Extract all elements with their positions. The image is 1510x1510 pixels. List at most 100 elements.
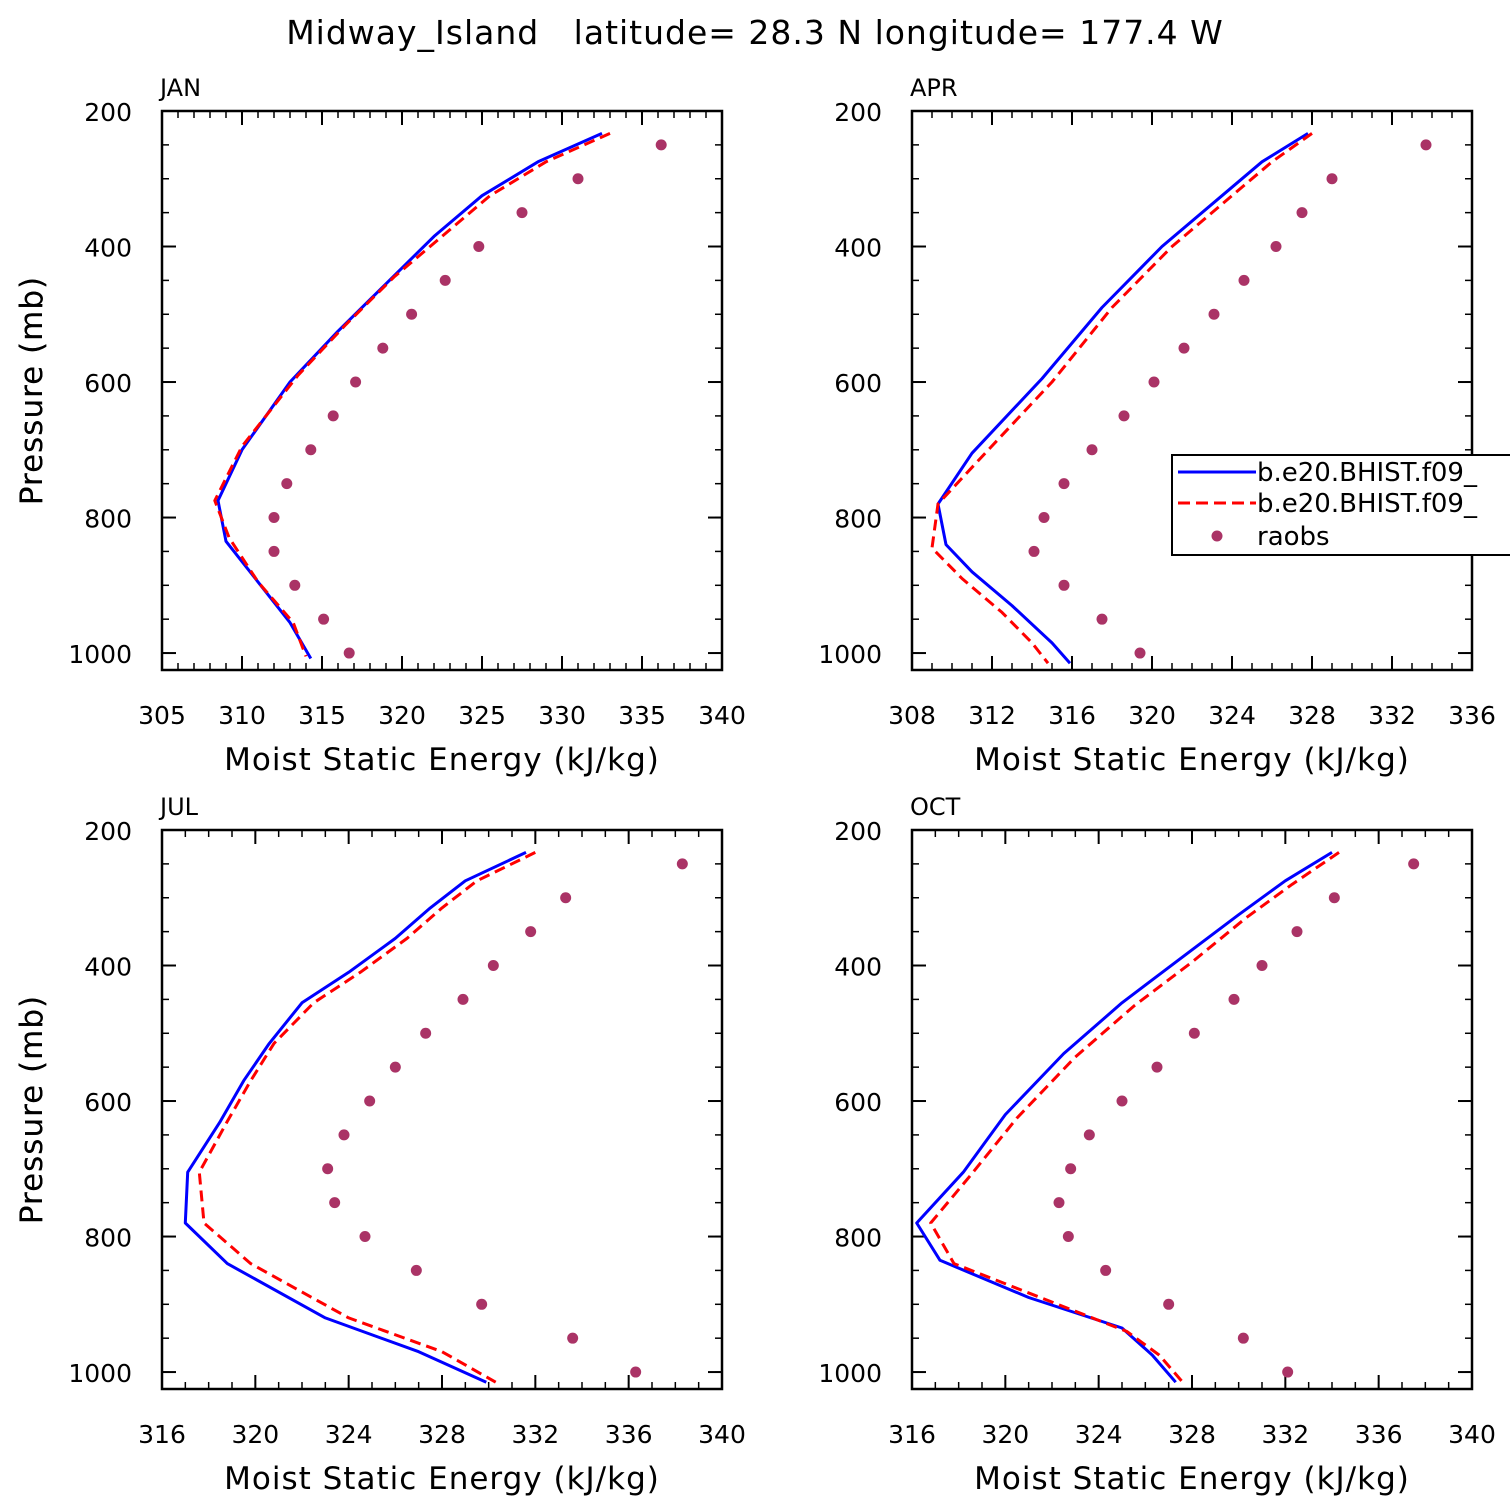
y-tick-label: 200 — [84, 817, 132, 846]
x-tick-label: 310 — [218, 701, 266, 730]
raobs-point — [567, 1332, 579, 1344]
y-axis-title: Pressure (mb) — [14, 276, 50, 505]
raobs-point — [1326, 173, 1338, 185]
raobs-point — [1328, 892, 1340, 904]
y-tick-label: 200 — [84, 98, 132, 127]
raobs-point — [406, 308, 418, 320]
raobs-point — [1083, 1129, 1095, 1141]
x-tick-label: 332 — [1368, 701, 1416, 730]
x-tick-label: 324 — [1075, 1420, 1123, 1449]
y-tick-label: 800 — [84, 1224, 132, 1253]
raobs-point — [1118, 410, 1130, 422]
raobs-point — [343, 647, 355, 659]
plot-frame — [160, 828, 724, 1391]
raobs-point — [1256, 960, 1268, 972]
x-tick-label: 324 — [325, 1420, 373, 1449]
raobs-point — [281, 478, 293, 490]
series-line-dashed — [930, 132, 1313, 665]
raobs-point — [1270, 241, 1282, 253]
raobs-point — [1058, 579, 1070, 591]
x-tick-label: 335 — [618, 701, 666, 730]
y-tick-label: 400 — [834, 234, 882, 263]
y-axis-title: Pressure (mb) — [14, 995, 50, 1224]
x-tick-label: 320 — [231, 1420, 279, 1449]
x-axis-title: Moist Static Energy (kJ/kg) — [224, 742, 660, 778]
y-tick-label: 800 — [84, 505, 132, 534]
figure-title: Midway_Island latitude= 28.3 N longitude… — [286, 13, 1224, 52]
raobs-point — [1238, 274, 1250, 286]
series-line-dashed — [929, 851, 1340, 1384]
raobs-point — [1188, 1027, 1200, 1039]
panel-jan: 305 310 315 320 325 330 335 340 200 400 600 800 1000… — [14, 74, 746, 778]
raobs-point — [1028, 545, 1040, 557]
raobs-point — [457, 993, 469, 1005]
y-tick-label: 1000 — [818, 640, 882, 669]
raobs-point — [1408, 858, 1420, 870]
raobs-point — [1237, 1332, 1249, 1344]
x-tick-label: 340 — [698, 701, 746, 730]
raobs-point — [359, 1231, 371, 1243]
x-tick-label: 320 — [981, 1420, 1029, 1449]
x-axis-title: Moist Static Energy (kJ/kg) — [224, 1461, 660, 1497]
raobs-point — [1065, 1163, 1077, 1175]
legend-swatch-dot — [1211, 530, 1223, 542]
plot-frame — [910, 109, 1474, 672]
x-tick-label: 332 — [511, 1420, 559, 1449]
x-tick-label: 325 — [458, 701, 506, 730]
x-axis-title: Moist Static Energy (kJ/kg) — [974, 1461, 1410, 1497]
y-tick-label: 200 — [834, 817, 882, 846]
legend-label-2: b.e20.BHIST.f09_ — [1257, 489, 1478, 519]
raobs-point — [1178, 342, 1190, 354]
raobs-point — [377, 342, 389, 354]
raobs-point — [318, 613, 330, 625]
raobs-point — [1208, 308, 1220, 320]
raobs-point — [560, 892, 572, 904]
y-tick-label: 400 — [84, 953, 132, 982]
raobs-point — [1038, 512, 1050, 524]
series-line-solid — [183, 851, 527, 1384]
raobs-point — [439, 274, 451, 286]
raobs-point — [1096, 613, 1108, 625]
raobs-point — [1086, 444, 1098, 456]
x-tick-label: 316 — [1048, 701, 1096, 730]
x-tick-label: 315 — [298, 701, 346, 730]
y-tick-label: 800 — [834, 505, 882, 534]
raobs-point — [1151, 1061, 1163, 1073]
raobs-point — [476, 1298, 488, 1310]
x-tick-label: 340 — [698, 1420, 746, 1449]
raobs-point — [289, 579, 301, 591]
x-tick-label: 328 — [1288, 701, 1336, 730]
raobs-point — [389, 1061, 401, 1073]
y-axis-title: Pressure (mb) — [14, 276, 50, 505]
raobs-point — [322, 1163, 334, 1175]
raobs-point — [572, 173, 584, 185]
raobs-point — [1148, 376, 1160, 388]
legend: b.e20.BHIST.f09_ b.e20.BHIST.f09_ raobs — [1171, 454, 1510, 556]
x-tick-label: 305 — [138, 701, 186, 730]
raobs-point — [1116, 1095, 1128, 1107]
raobs-point — [305, 444, 317, 456]
raobs-point — [676, 858, 688, 870]
x-tick-label: 324 — [1208, 701, 1256, 730]
raobs-point — [338, 1129, 350, 1141]
x-tick-label: 320 — [1128, 701, 1176, 730]
raobs-point — [364, 1095, 376, 1107]
y-tick-label: 600 — [834, 1088, 882, 1117]
x-tick-label: 336 — [605, 1420, 653, 1449]
series-line-dashed — [197, 851, 536, 1384]
y-tick-label: 200 — [834, 98, 882, 127]
x-tick-label: 316 — [138, 1420, 186, 1449]
raobs-point — [516, 207, 528, 219]
panel-apr: 308 312 316 320 324 328 332 336 200 400 600 800 1000… — [14, 74, 1496, 778]
raobs-point — [1420, 139, 1432, 151]
raobs-point — [1228, 993, 1240, 1005]
raobs-point — [1053, 1197, 1065, 1209]
x-tick-label: 316 — [888, 1420, 936, 1449]
raobs-point — [350, 376, 362, 388]
raobs-point — [268, 512, 280, 524]
series-line-solid — [216, 132, 603, 660]
raobs-point — [1062, 1231, 1074, 1243]
raobs-point — [410, 1264, 422, 1276]
raobs-point — [1100, 1264, 1112, 1276]
raobs-point — [327, 410, 339, 422]
